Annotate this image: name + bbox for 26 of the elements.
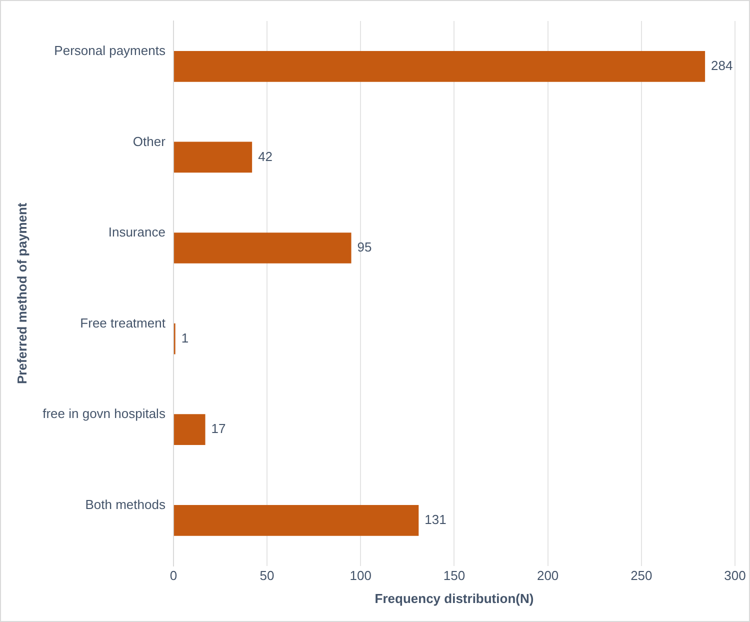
x-tick-label: 300 <box>724 568 746 584</box>
data-label: 42 <box>258 148 273 164</box>
data-label: 284 <box>711 58 733 73</box>
y-tick-label: Personal payments <box>54 42 166 58</box>
y-axis-title: Preferred method of payment <box>14 202 30 384</box>
y-tick-label: Free treatment <box>80 315 166 330</box>
bar <box>174 414 206 446</box>
y-tick-label: Other <box>132 134 166 149</box>
x-tick-label: 200 <box>536 568 559 584</box>
y-tick-label: Insurance <box>108 224 166 240</box>
bar <box>174 504 419 536</box>
data-label: 95 <box>357 240 372 255</box>
bar <box>174 50 706 82</box>
bar <box>174 142 252 173</box>
bar <box>174 232 352 264</box>
x-tick-label: 250 <box>630 568 652 584</box>
y-tick-label: free in govn hospitals <box>42 406 166 422</box>
x-axis-title: Frequency distribution(N) <box>374 590 534 606</box>
data-label: 131 <box>424 512 446 527</box>
y-tick-label: Both methods <box>85 496 166 512</box>
data-label: 1 <box>181 330 189 346</box>
x-tick-label: 0 <box>170 568 178 584</box>
x-tick-label: 50 <box>260 568 274 584</box>
x-tick-label: 150 <box>443 568 466 584</box>
x-tick-label: 100 <box>350 568 372 584</box>
data-label: 17 <box>211 421 226 436</box>
